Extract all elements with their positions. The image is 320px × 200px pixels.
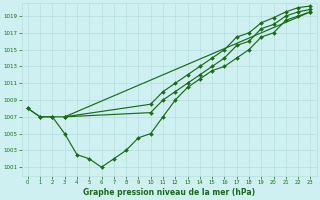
X-axis label: Graphe pression niveau de la mer (hPa): Graphe pression niveau de la mer (hPa) [83,188,255,197]
